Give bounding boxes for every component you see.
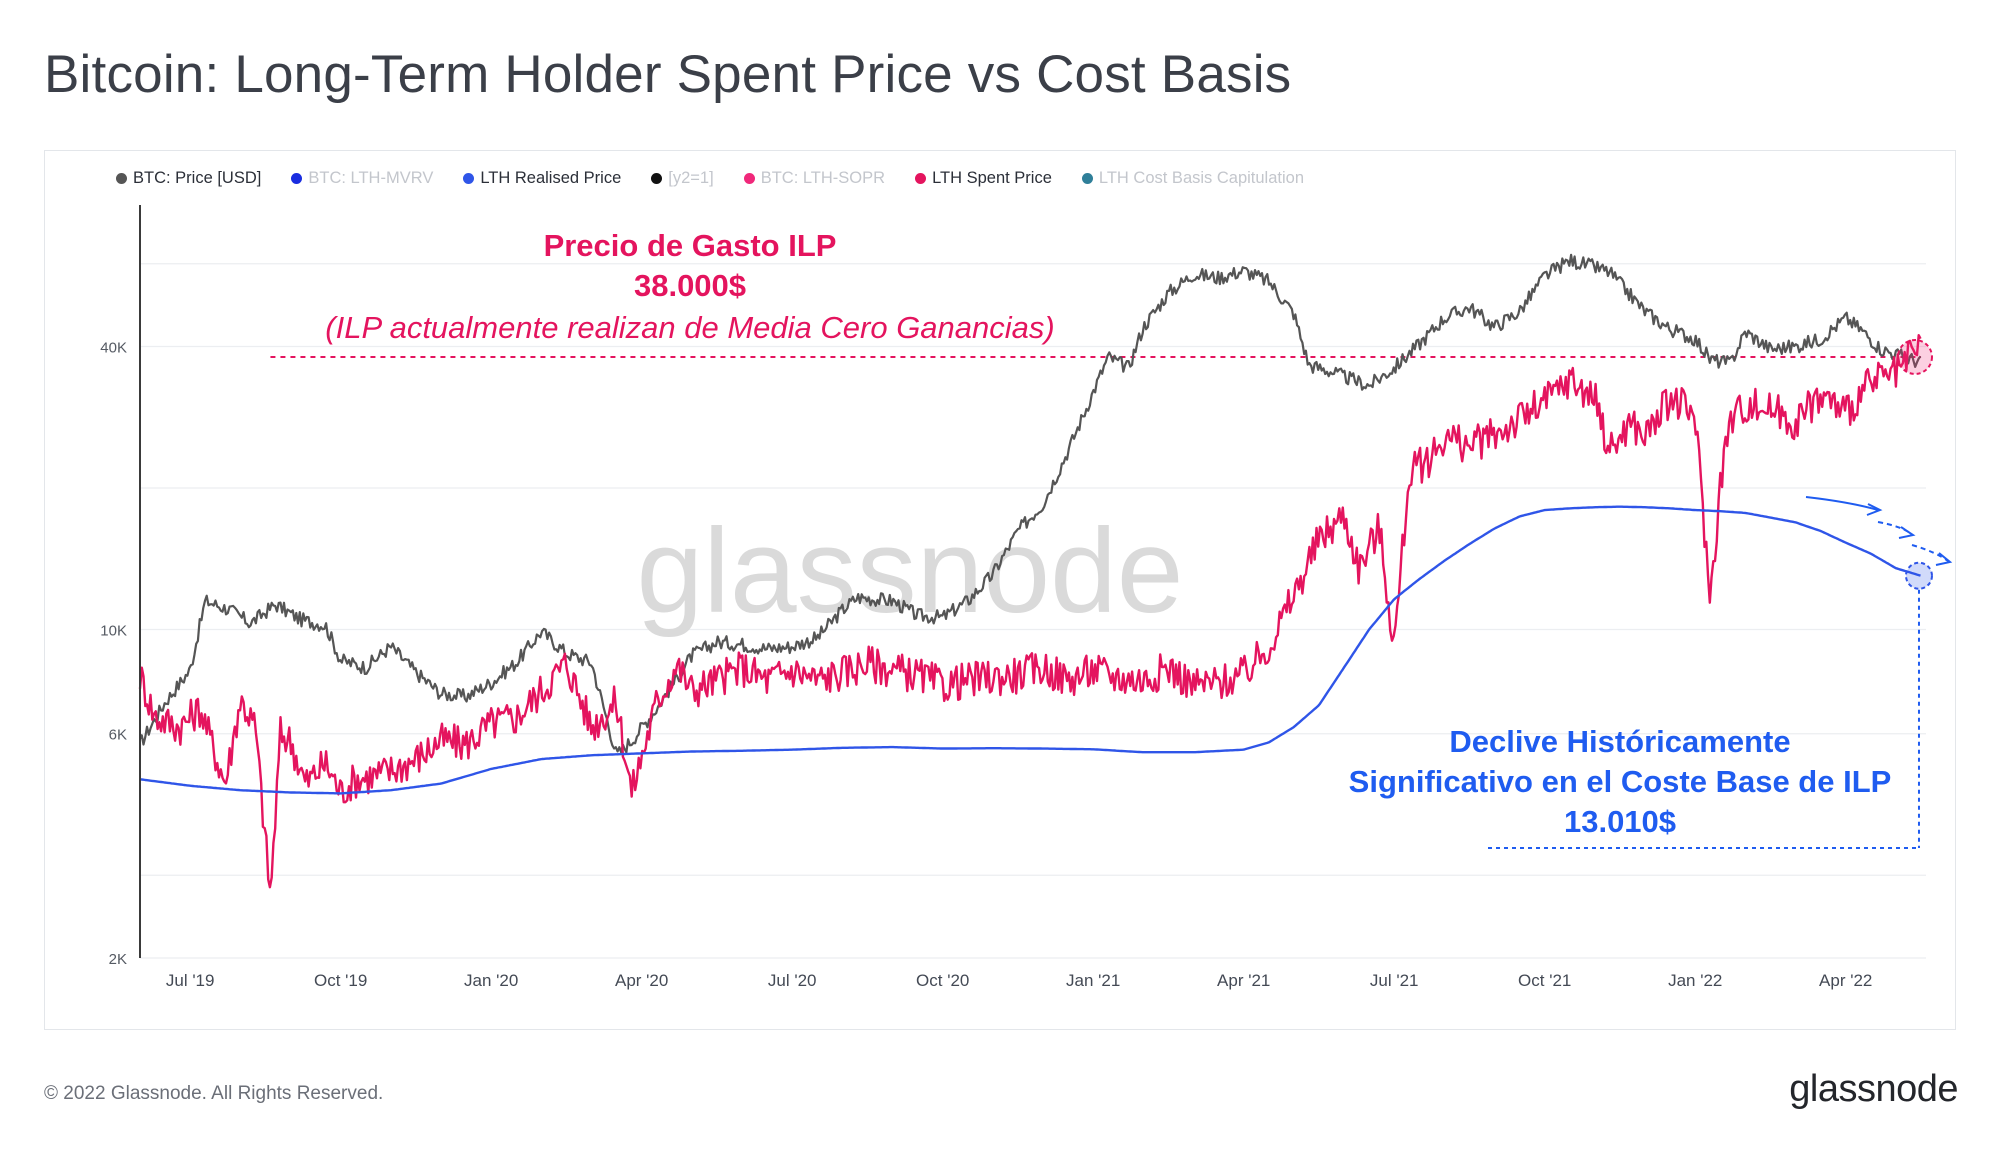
trend-arrow-icon [1877, 521, 1911, 534]
trend-arrowhead-icon [1898, 526, 1916, 539]
y-tick-label: 10K [100, 622, 127, 639]
x-tick-label: Jul '19 [166, 971, 215, 990]
x-tick-label: Jan '21 [1066, 971, 1120, 990]
x-tick-label: Jul '20 [768, 971, 817, 990]
legend-dot-icon [1081, 172, 1093, 184]
y-tick-label: 6K [109, 727, 127, 744]
copyright: © 2022 Glassnode. All Rights Reserved. [44, 1083, 384, 1104]
trend-arrow-icon [1805, 496, 1879, 511]
x-tick-label: Oct '19 [314, 971, 367, 990]
spent-annotation-note: (ILP actualmente realizan de Media Cero … [325, 310, 1055, 345]
legend-dot-icon [915, 172, 927, 184]
x-tick-label: Oct '20 [916, 971, 969, 990]
legend-item[interactable]: BTC: LTH-SOPR [743, 166, 886, 190]
trend-arrow-icon [1911, 544, 1949, 562]
spent-annotation-value: 38.000$ [633, 268, 747, 303]
legend-dot-icon [116, 172, 127, 184]
legend-dot-icon [651, 172, 663, 184]
basis-annotation: Declive Históricamente Significativo en … [1300, 722, 1940, 842]
legend-item[interactable]: LTH Spent Price [915, 166, 1052, 190]
legend-label: BTC: Price [USD] [133, 168, 262, 187]
gridlines [140, 263, 1926, 959]
series-line [139, 253, 1922, 754]
x-tick-label: Apr '20 [615, 971, 668, 990]
x-tick-label: Jan '20 [464, 971, 518, 990]
basis-annotation-value: 13.010$ [1563, 804, 1677, 839]
glassnode-logo: glassnode [1789, 1068, 1958, 1110]
spent-annotation: Precio de Gasto ILP 38.000$ (ILP actualm… [280, 226, 1100, 350]
legend-item[interactable]: LTH Realised Price [463, 166, 621, 190]
legend-label: BTC: LTH-MVRV [308, 168, 434, 187]
series-line [139, 505, 1921, 795]
trend-arrowhead-icon [1866, 503, 1883, 516]
y-tick-label: 40K [100, 339, 127, 356]
legend-item[interactable]: LTH Cost Basis Capitulation [1081, 166, 1305, 190]
trend-arrowhead-icon [1935, 552, 1953, 566]
axes: 2K 6K 10K 40K Jul '19 Oct '19 Jan '20 Apr '20 Ju… [100, 205, 1872, 990]
legend-item[interactable]: [y2=1] [651, 166, 714, 190]
chart-frame [44, 150, 1956, 1030]
legend-dot-icon [743, 172, 755, 184]
basis-annotation-line2: Significativo en el Coste Base de ILP [1348, 764, 1892, 799]
x-tick-label: Apr '21 [1217, 971, 1270, 990]
spent-price-highlight-circle [1896, 338, 1933, 375]
y-tick-label: 2K [109, 951, 127, 968]
spent-annotation-title: Precio de Gasto ILP [543, 228, 837, 263]
series-lines [138, 253, 1922, 889]
legend-label: LTH Cost Basis Capitulation [1098, 168, 1305, 187]
legend-dot-icon [463, 172, 475, 184]
watermark: glassnode [636, 504, 1183, 638]
basis-annotation-line1: Declive Históricamente [1449, 724, 1791, 759]
legend-label: BTC: LTH-SOPR [760, 168, 886, 187]
legend-item[interactable]: BTC: LTH-MVRV [291, 166, 433, 190]
x-tick-label: Oct '21 [1518, 971, 1571, 990]
annotation-markers [1488, 338, 1953, 849]
x-tick-label: Jul '21 [1370, 971, 1419, 990]
cost-basis-highlight-circle [1904, 561, 1933, 590]
legend-label: LTH Spent Price [932, 168, 1052, 187]
series-line [138, 334, 1922, 889]
legend-item[interactable]: BTC: Price [USD] [116, 166, 261, 190]
page-title: Bitcoin: Long-Term Holder Spent Price vs… [44, 45, 1292, 104]
chart-legend: BTC: Price [USD] BTC: LTH-MVRV LTH Realise… [116, 166, 1334, 190]
x-tick-label: Jan '22 [1668, 971, 1722, 990]
x-tick-label: Apr '22 [1819, 971, 1872, 990]
legend-label: LTH Realised Price [480, 168, 622, 187]
legend-dot-icon [291, 172, 303, 184]
legend-label: [y2=1] [668, 168, 714, 187]
